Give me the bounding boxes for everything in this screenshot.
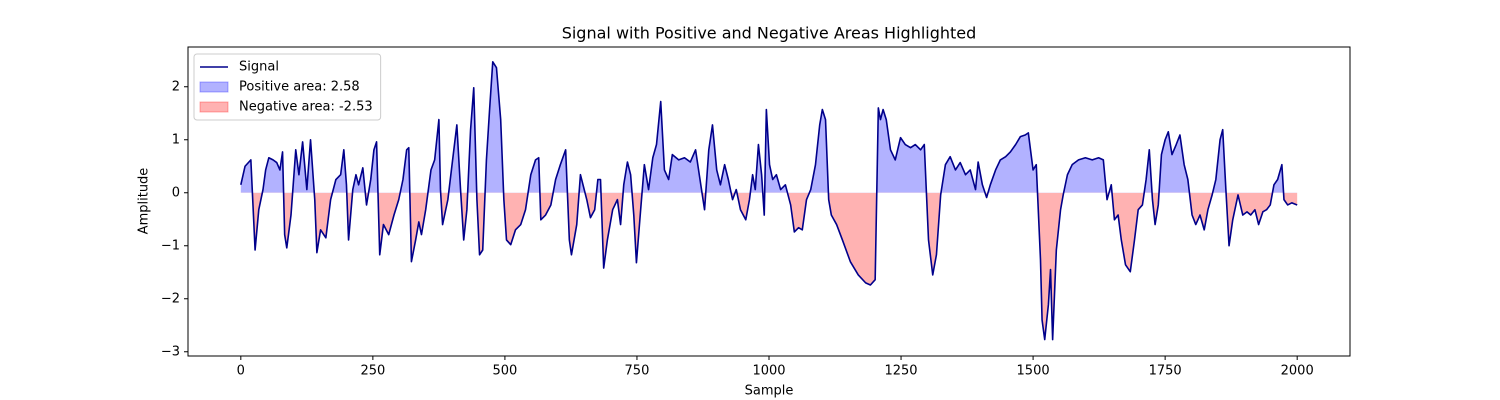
x-axis-label: Sample [745,384,794,399]
x-tick-label: 1750 [1149,364,1182,379]
y-tick-label: 1 [172,132,180,147]
x-tick-label: 1500 [1017,364,1050,379]
x-tick-label: 1250 [884,364,917,379]
x-tick-label: 500 [492,364,517,379]
legend: Signal Positive area: 2.58 Negative area: … [193,53,382,121]
negative-area [240,192,1298,340]
legend-label: Negative area: -2.53 [239,100,373,115]
y-tick-label: −1 [161,238,180,253]
y-tick-label: 0 [172,185,180,200]
y-tick-label: 2 [172,79,180,94]
chart-title: Signal with Positive and Negative Areas … [562,24,977,43]
y-tick-label: −2 [161,291,180,306]
legend-label: Positive area: 2.58 [239,80,360,95]
signal-line [240,61,1298,341]
legend-box [193,53,382,121]
positive-area [240,61,1298,193]
x-tick-label: 1000 [752,364,785,379]
x-tick-label: 250 [360,364,385,379]
x-tick-label: 750 [625,364,650,379]
legend-label: Signal [239,60,279,75]
legend-patch [199,81,229,93]
x-tick-label: 2000 [1281,364,1314,379]
legend-patch [199,101,229,113]
y-axis-label: Amplitude [137,168,152,235]
x-tick-label: 0 [237,364,245,379]
y-tick-label: −3 [161,344,180,359]
